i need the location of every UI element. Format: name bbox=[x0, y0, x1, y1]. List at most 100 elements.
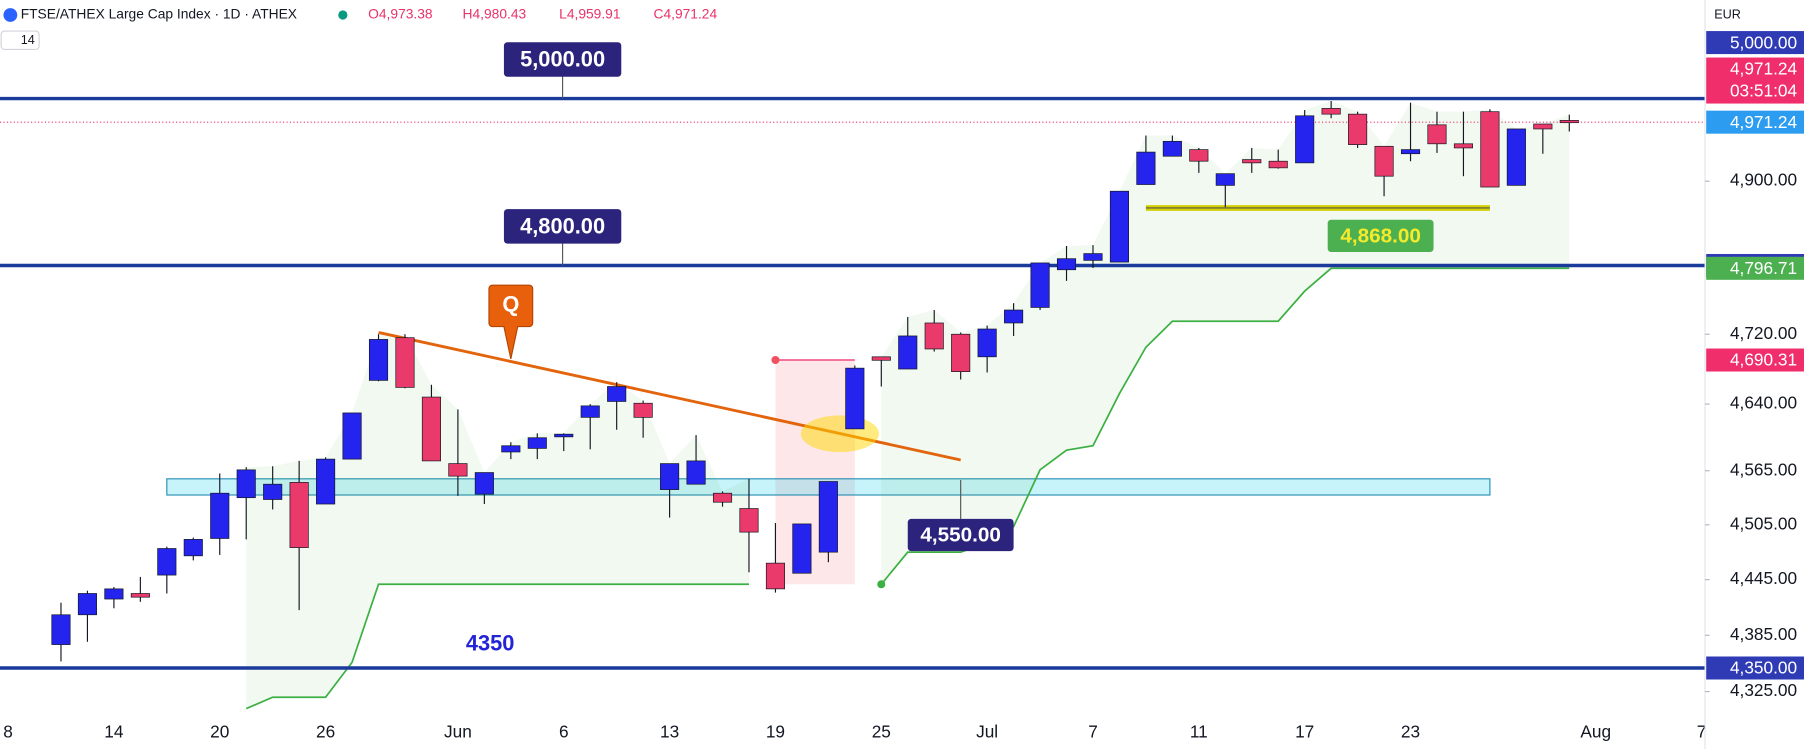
x-tick-label: 8 bbox=[3, 721, 13, 741]
y-tick-label: 4,445.00 bbox=[1730, 568, 1797, 588]
axis-bg bbox=[1705, 27, 1804, 718]
candle-body bbox=[1030, 262, 1050, 308]
candle-body bbox=[1348, 113, 1368, 145]
candle-body bbox=[1506, 128, 1526, 186]
price-badge-label: 4,971.24 bbox=[1730, 59, 1798, 79]
y-tick-label: 4,325.00 bbox=[1730, 680, 1797, 700]
x-tick-label: 14 bbox=[104, 721, 124, 741]
candle-body bbox=[289, 482, 309, 548]
ohlc-low: L4,959.91 bbox=[559, 7, 620, 22]
candle-body bbox=[104, 588, 124, 600]
candle-body bbox=[580, 405, 600, 418]
candle-body bbox=[818, 481, 838, 553]
candle-body bbox=[686, 460, 706, 485]
price-badge bbox=[1706, 31, 1804, 55]
candle-body bbox=[1480, 111, 1500, 188]
candle-body bbox=[1109, 190, 1129, 263]
candle-body bbox=[130, 593, 150, 598]
candle-body bbox=[1268, 160, 1288, 169]
x-tick-label: Jun bbox=[444, 721, 472, 741]
candle-body bbox=[739, 508, 759, 533]
ohlc-high: H4,980.43 bbox=[463, 7, 527, 22]
candle-body bbox=[1321, 108, 1341, 115]
range-box-dot bbox=[771, 355, 780, 365]
candle-body bbox=[1189, 149, 1209, 162]
x-tick-label: 7 bbox=[1697, 721, 1707, 741]
candle-body bbox=[607, 386, 627, 402]
callout-box bbox=[503, 209, 622, 244]
level-text: 4350 bbox=[466, 631, 515, 656]
callout-label: 4,550.00 bbox=[920, 524, 1001, 547]
candle-body bbox=[633, 402, 653, 418]
candle-body bbox=[342, 412, 362, 460]
callout-box bbox=[503, 42, 622, 77]
indicator-box[interactable] bbox=[0, 30, 40, 51]
candle-body bbox=[660, 463, 680, 490]
x-tick-label: 25 bbox=[872, 721, 891, 741]
y-tick-label: 4,565.00 bbox=[1730, 459, 1797, 479]
price-badge-label: 4,971.24 bbox=[1730, 112, 1798, 132]
range-box bbox=[775, 360, 855, 585]
y-tick-label: 4,505.00 bbox=[1730, 513, 1797, 533]
candle-body bbox=[1374, 145, 1394, 177]
marker-text: Q bbox=[502, 292, 519, 317]
currency: EUR bbox=[1714, 7, 1741, 21]
price-badge-label: 4,796.71 bbox=[1730, 258, 1797, 278]
y-tick-label: 4,640.00 bbox=[1730, 393, 1797, 413]
x-tick-label: 20 bbox=[210, 721, 229, 741]
callout-label: 4,800.00 bbox=[520, 213, 605, 238]
x-tick-label: 23 bbox=[1401, 721, 1420, 741]
candle-body bbox=[1559, 120, 1579, 124]
stop-line bbox=[245, 583, 749, 710]
header: FTSE/ATHEX Large Cap Index · 1D · ATHEX … bbox=[0, 7, 1741, 51]
candle-body bbox=[1215, 173, 1235, 186]
candle-body bbox=[368, 339, 389, 381]
candle-body bbox=[236, 469, 256, 499]
candle-body bbox=[1295, 115, 1315, 164]
ohlc-open: O4,973.38 bbox=[368, 7, 433, 22]
x-tick-label: 7 bbox=[1088, 721, 1098, 741]
candle-body bbox=[1083, 253, 1103, 261]
y-tick-label: 4,720.00 bbox=[1730, 323, 1797, 343]
price-badge-label: 4,350.00 bbox=[1730, 658, 1797, 678]
indicator-label: 14 bbox=[21, 33, 35, 47]
candle-body bbox=[1242, 159, 1262, 164]
candle-body bbox=[924, 322, 944, 350]
y-tick-label: 4,385.00 bbox=[1730, 624, 1797, 644]
x-tick-label: Aug bbox=[1580, 721, 1611, 741]
candle-body bbox=[157, 548, 177, 576]
candle-body bbox=[1136, 151, 1156, 185]
candle-body bbox=[1400, 149, 1421, 155]
marker bbox=[488, 284, 534, 359]
x-tick-label: Jul bbox=[976, 721, 998, 741]
price-badge-label: 5,000.00 bbox=[1730, 32, 1797, 52]
candle-body bbox=[501, 445, 521, 453]
candle-body bbox=[765, 562, 785, 590]
price-badge bbox=[1706, 656, 1804, 680]
plot-area: 5,000.00 4,800.00 4350 Q 4,550.00 4,868.00 8 14… bbox=[0, 42, 1706, 741]
price-axis: 4,325.00 4,385.00 4,445.00 4,505.00 4,565.00… bbox=[1704, 0, 1804, 749]
callout-box bbox=[1327, 219, 1434, 252]
candle-body bbox=[951, 333, 971, 372]
countdown: 03:51:04 bbox=[1730, 81, 1798, 101]
candle-body bbox=[448, 463, 468, 477]
x-tick-label: 13 bbox=[660, 721, 679, 741]
candle-body bbox=[977, 328, 997, 358]
candle-body bbox=[898, 335, 918, 370]
candle-body bbox=[527, 437, 547, 449]
x-tick-label: 17 bbox=[1295, 721, 1314, 741]
price-badge bbox=[1706, 57, 1804, 104]
x-tick-label: 11 bbox=[1190, 721, 1208, 741]
candle-body bbox=[316, 458, 336, 505]
stop-area bbox=[246, 334, 749, 709]
x-tick-label: 6 bbox=[559, 721, 569, 741]
candle-body bbox=[712, 492, 733, 503]
candle-body bbox=[845, 367, 865, 430]
candle-body bbox=[183, 539, 203, 557]
highlight bbox=[800, 415, 879, 453]
price-badge bbox=[1706, 256, 1804, 280]
candle-body bbox=[421, 396, 441, 462]
candle-body bbox=[792, 523, 812, 574]
